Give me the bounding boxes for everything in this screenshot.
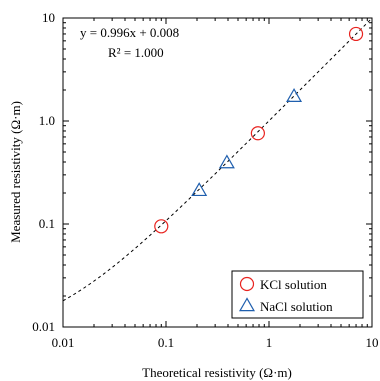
- y-tick-label: 0.01: [32, 319, 55, 334]
- y-tick-label: 10: [42, 10, 55, 25]
- data-point-kcl-1: [154, 219, 169, 234]
- y-tick-label: 1.0: [39, 113, 55, 128]
- data-point-kcl-3: [348, 26, 364, 42]
- x-tick-label: 10: [366, 335, 379, 350]
- r-squared-label: R² = 1.000: [108, 45, 164, 60]
- legend-label-nacl: NaCl solution: [260, 299, 333, 314]
- data-point-nacl-1: [191, 182, 208, 197]
- data-point-nacl-3: [286, 88, 303, 102]
- data-point-nacl-2: [218, 154, 235, 169]
- x-tick-label: 1: [266, 335, 273, 350]
- legend: KCl solution NaCl solution: [231, 270, 364, 319]
- legend-marker-kcl: [239, 276, 255, 292]
- y-tick-label: 0.1: [39, 216, 55, 231]
- x-tick-label: 0.01: [52, 335, 75, 350]
- legend-label-kcl: KCl solution: [260, 277, 327, 292]
- x-tick-label: 0.1: [158, 335, 174, 350]
- fit-line: [62, 17, 373, 302]
- data-point-kcl-2: [250, 126, 265, 141]
- y-axis-label: Measured resistivity (Ω·m): [8, 101, 23, 243]
- fit-equation: y = 0.996x + 0.008: [80, 25, 179, 40]
- plot-area-frame: [62, 17, 373, 328]
- x-axis-label: Theoretical resistivity (Ω·m): [142, 365, 292, 380]
- legend-marker-nacl: [238, 297, 256, 312]
